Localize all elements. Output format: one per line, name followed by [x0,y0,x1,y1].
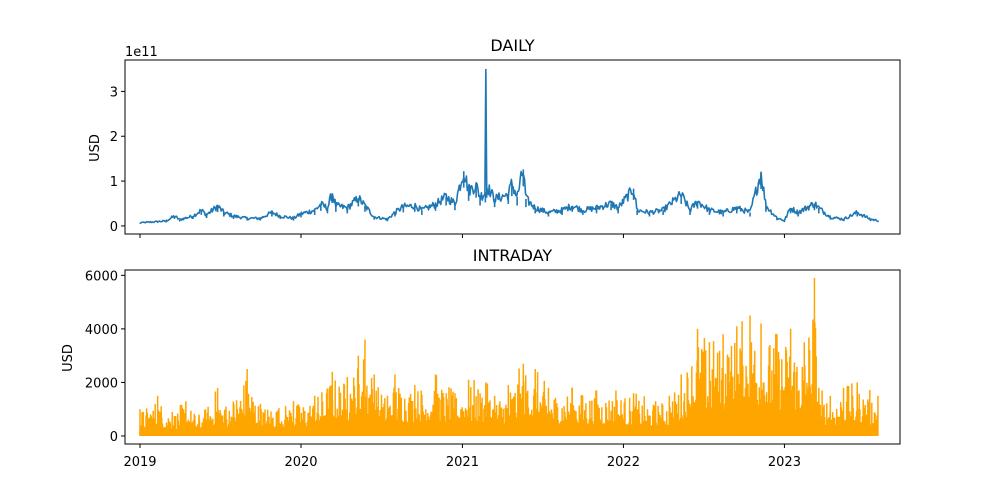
intraday-ticks: 2019 2020 2021 2022 2023 0 2000 4000 6000 [85,269,801,470]
daily-y-tick-label: 3 [110,85,118,100]
intraday-y-tick-label: 6000 [85,269,118,284]
daily-axes-frame [124,59,901,235]
daily-y-tick-label: 2 [110,130,118,145]
daily-panel: DAILY 1e11 USD 0 1 2 3 [88,36,901,238]
daily-plot-area [139,68,879,224]
intraday-x-tick-label: 2019 [123,455,156,470]
intraday-y-tick-label: 2000 [85,376,118,391]
daily-title: DAILY [490,36,534,55]
intraday-x-tick-label: 2023 [768,455,801,470]
daily-y-multiplier-label: 1e11 [125,45,158,60]
intraday-plot-area [139,278,879,436]
intraday-y-tick-label: 0 [110,430,118,445]
intraday-y-axis-label: USD [61,344,76,372]
daily-y-tick-label: 1 [110,175,118,190]
intraday-panel: INTRADAY USD 2019 2020 2021 2022 2023 0 2000 40… [61,246,901,470]
intraday-x-tick-label: 2021 [446,455,479,470]
intraday-axes-frame [124,269,901,445]
intraday-title: INTRADAY [473,246,553,265]
daily-series-line [139,72,878,224]
intraday-x-tick-label: 2020 [284,455,317,470]
daily-y-tick-label: 0 [110,220,118,235]
intraday-y-tick-label: 4000 [85,323,118,338]
daily-y-axis-label: USD [88,134,103,162]
daily-ticks: 0 1 2 3 [110,85,785,238]
intraday-x-tick-label: 2022 [607,455,640,470]
